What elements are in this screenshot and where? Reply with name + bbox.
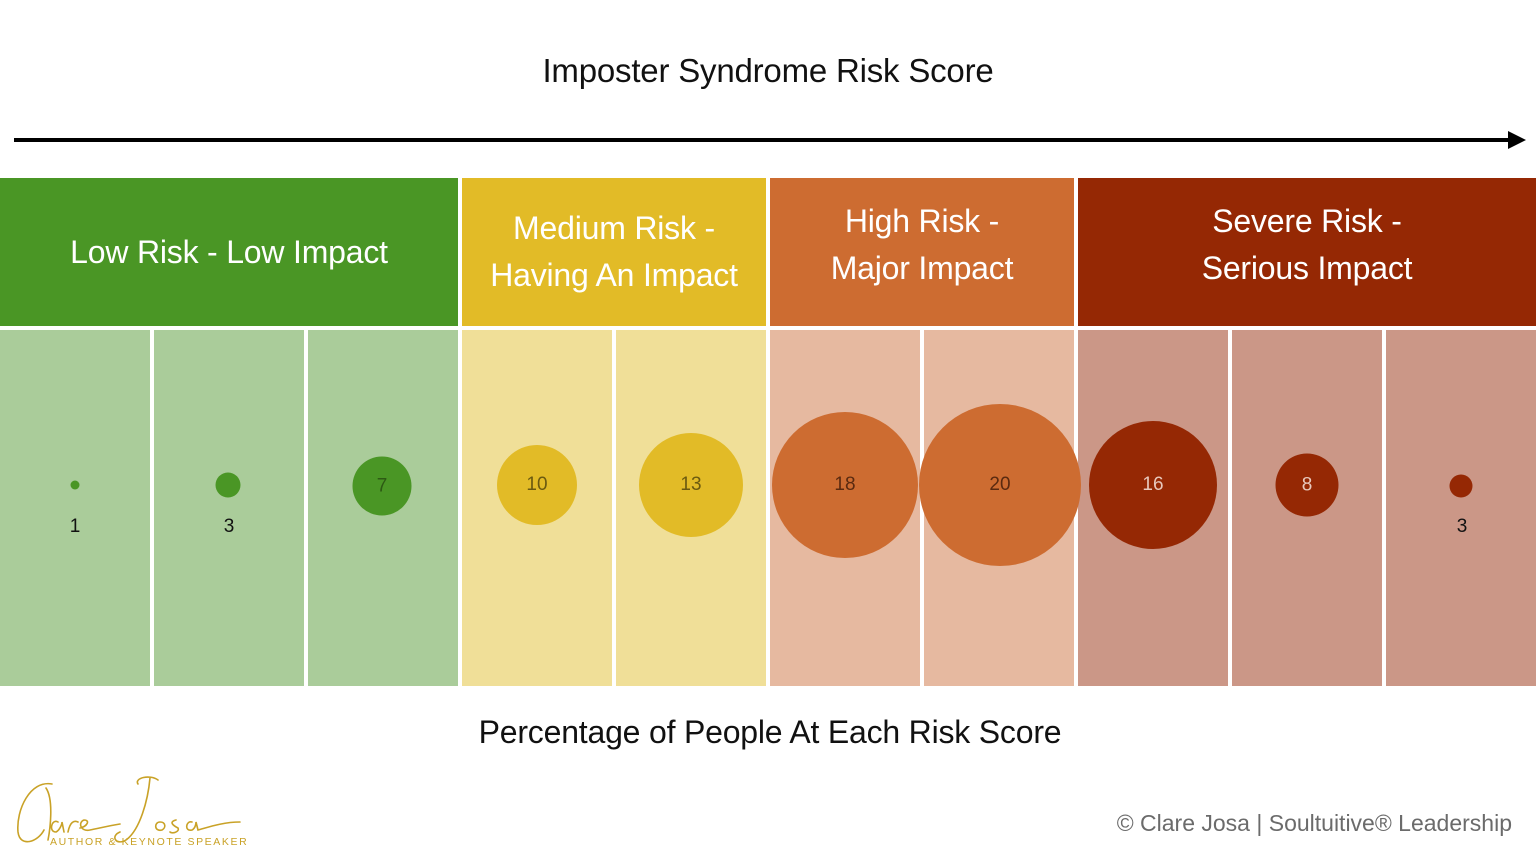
- bubble-7: 20: [919, 404, 1081, 566]
- bubble-8: 16: [1089, 421, 1217, 549]
- bubble-3-label: 7: [376, 475, 388, 496]
- band-severe-label-2: Serious Impact: [1201, 250, 1413, 286]
- band-medium-label-1: Medium Risk -: [513, 210, 715, 246]
- band-severe-risk: Severe Risk - Serious Impact: [1078, 178, 1536, 326]
- band-medium-label-2: Having An Impact: [490, 257, 738, 293]
- bubble-5-label: 13: [680, 474, 702, 495]
- bubble-2-label: 3: [223, 516, 235, 537]
- bubble-6: 18: [772, 412, 918, 558]
- logo-subtitle: AUTHOR & KEYNOTE SPEAKER: [50, 836, 249, 848]
- chart-title: Imposter Syndrome Risk Score: [542, 52, 994, 89]
- column-1: [0, 330, 150, 686]
- band-high-label-1: High Risk -: [844, 203, 1000, 239]
- bubble-4-label: 10: [526, 474, 548, 495]
- band-high-risk: High Risk - Major Impact: [770, 178, 1074, 326]
- clare-josa-signature-logo: [17, 776, 241, 843]
- band-medium-risk: Medium Risk - Having An Impact: [462, 178, 766, 326]
- bubble-4: 10: [497, 445, 577, 525]
- band-low-label: Low Risk - Low Impact: [70, 233, 388, 270]
- bubble-5: 13: [639, 433, 743, 537]
- bubble-10: [1449, 474, 1473, 498]
- risk-axis-arrow-icon: [14, 131, 1526, 149]
- bubble-7-label: 20: [989, 474, 1011, 495]
- bubble-3: 7: [352, 456, 412, 516]
- band-low-risk: Low Risk - Low Impact: [0, 178, 458, 326]
- bubble-8-label: 16: [1142, 474, 1164, 495]
- bubble-1: [70, 480, 80, 490]
- bubble-1-label: 1: [69, 516, 81, 537]
- band-high-label-2: Major Impact: [830, 250, 1014, 286]
- bubble-6-label: 18: [834, 474, 856, 495]
- copyright-footer: © Clare Josa | Soultuitive® Leadership: [1116, 810, 1512, 836]
- band-severe-label-1: Severe Risk -: [1212, 203, 1402, 239]
- column-10: [1386, 330, 1536, 686]
- x-axis-label: Percentage of People At Each Risk Score: [478, 714, 1062, 750]
- bubble-10-label: 3: [1456, 516, 1468, 537]
- column-2: [154, 330, 304, 686]
- bubble-9: 8: [1275, 453, 1339, 517]
- bubble-2: [215, 472, 241, 498]
- bubble-9-label: 8: [1301, 474, 1313, 495]
